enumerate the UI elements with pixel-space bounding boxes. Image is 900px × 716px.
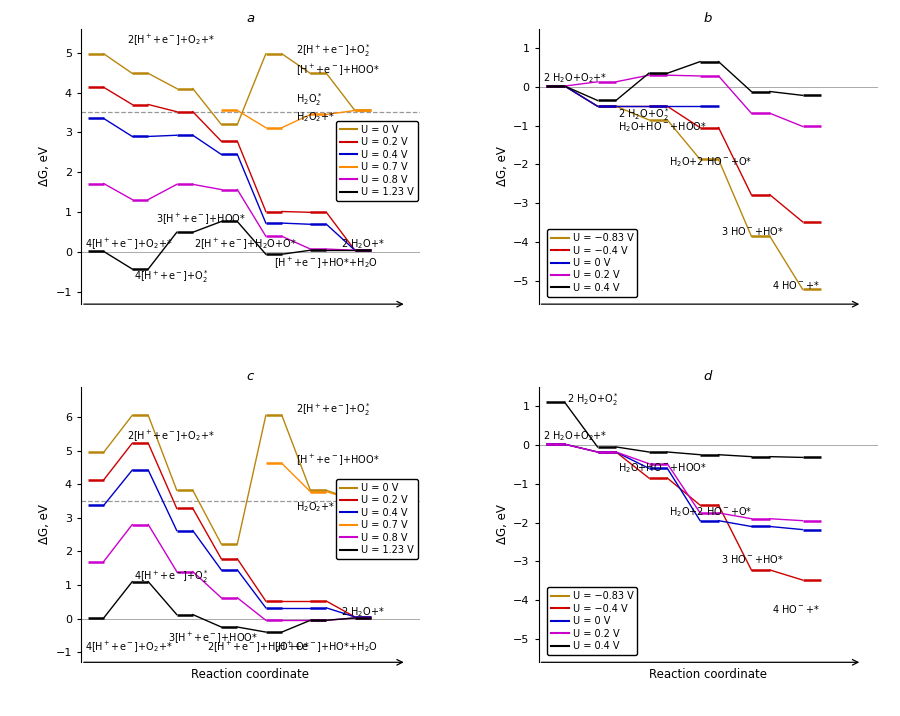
Text: H$_2$O+2 HO$^-$+O*: H$_2$O+2 HO$^-$+O* (670, 155, 752, 170)
Legend: U = 0 V, U = 0.2 V, U = 0.4 V, U = 0.7 V, U = 0.8 V, U = 1.23 V: U = 0 V, U = 0.2 V, U = 0.4 V, U = 0.7 V… (336, 121, 418, 201)
Y-axis label: ΔG, eV: ΔG, eV (496, 147, 508, 186)
Text: [H$^+$+e$^-$]+HOO*: [H$^+$+e$^-$]+HOO* (296, 453, 380, 468)
Text: 2 H$_2$O+*: 2 H$_2$O+* (341, 605, 384, 619)
Text: 2[H$^+$+e$^-$]+O$_2$+*: 2[H$^+$+e$^-$]+O$_2$+* (128, 32, 215, 47)
Text: 2 H$_2$O+O$_2$+*: 2 H$_2$O+O$_2$+* (543, 430, 607, 443)
Text: H$_2$O$_2^*$: H$_2$O$_2^*$ (296, 92, 322, 108)
Text: [H$^+$+e$^-$]+HO*+H$_2$O: [H$^+$+e$^-$]+HO*+H$_2$O (274, 255, 378, 270)
Text: 2 H$_2$O+O$_2$+*: 2 H$_2$O+O$_2$+* (543, 72, 607, 85)
Text: 2[H$^+$+e$^-$]+H$_2$O+O*: 2[H$^+$+e$^-$]+H$_2$O+O* (194, 236, 297, 251)
Text: 2[H$^+$+e$^-$]+H$_2$O+O*: 2[H$^+$+e$^-$]+H$_2$O+O* (207, 639, 310, 654)
Text: a: a (247, 11, 255, 24)
Text: 3[H$^+$+e$^-$]+HOO*: 3[H$^+$+e$^-$]+HOO* (156, 211, 246, 226)
Text: H$_2$O$_2$+*: H$_2$O$_2$+* (296, 110, 336, 124)
Text: [H$^+$+e$^-$]+HOO*: [H$^+$+e$^-$]+HOO* (296, 62, 380, 77)
Y-axis label: ΔG, eV: ΔG, eV (39, 147, 51, 186)
Y-axis label: ΔG, eV: ΔG, eV (496, 505, 508, 544)
Text: 2 H$_2$O+O$_2^*$: 2 H$_2$O+O$_2^*$ (618, 107, 670, 123)
Y-axis label: ΔG, eV: ΔG, eV (39, 505, 51, 544)
Text: 2 H$_2$O+*: 2 H$_2$O+* (341, 237, 384, 251)
Text: 4[H$^+$+e$^-$]+O$_2$+*: 4[H$^+$+e$^-$]+O$_2$+* (85, 639, 173, 654)
Legend: U = −0.83 V, U = −0.4 V, U = 0 V, U = 0.2 V, U = 0.4 V: U = −0.83 V, U = −0.4 V, U = 0 V, U = 0.… (547, 229, 637, 296)
Text: 4 HO$^-$+*: 4 HO$^-$+* (772, 279, 820, 291)
Text: H$_2$O$_2$+*: H$_2$O$_2$+* (296, 500, 336, 514)
Text: d: d (704, 369, 712, 382)
Text: c: c (247, 369, 254, 382)
Legend: U = 0 V, U = 0.2 V, U = 0.4 V, U = 0.7 V, U = 0.8 V, U = 1.23 V: U = 0 V, U = 0.2 V, U = 0.4 V, U = 0.7 V… (336, 479, 418, 559)
Text: 3 HO$^-$+HO*: 3 HO$^-$+HO* (721, 553, 783, 566)
Text: 3[H$^+$+e$^-$]+HOO*: 3[H$^+$+e$^-$]+HOO* (167, 629, 257, 644)
Text: 4[H$^+$+e$^-$]+O$_2^*$: 4[H$^+$+e$^-$]+O$_2^*$ (133, 268, 209, 286)
Text: 3 HO$^-$+HO*: 3 HO$^-$+HO* (721, 226, 783, 237)
Text: 2 H$_2$O+O$_2^*$: 2 H$_2$O+O$_2^*$ (567, 391, 618, 407)
Text: 2[H$^+$+e$^-$]+O$_2^*$: 2[H$^+$+e$^-$]+O$_2^*$ (296, 42, 371, 59)
Text: 4[H$^+$+e$^-$]+O$_2$+*: 4[H$^+$+e$^-$]+O$_2$+* (85, 236, 173, 251)
Text: H$_2$O+HO$^-$+HOO*: H$_2$O+HO$^-$+HOO* (618, 461, 707, 475)
Text: 4 HO$^-$+*: 4 HO$^-$+* (772, 603, 820, 615)
Text: b: b (704, 11, 712, 24)
Text: 2[H$^+$+e$^-$]+O$_2^*$: 2[H$^+$+e$^-$]+O$_2^*$ (296, 401, 371, 418)
Text: H$_2$O+HO$^-$+HOO*: H$_2$O+HO$^-$+HOO* (618, 121, 707, 135)
Text: [H$^+$+e$^-$]+HO*+H$_2$O: [H$^+$+e$^-$]+HO*+H$_2$O (274, 639, 378, 654)
Text: 2[H$^+$+e$^-$]+O$_2$+*: 2[H$^+$+e$^-$]+O$_2$+* (128, 428, 215, 443)
X-axis label: Reaction coordinate: Reaction coordinate (649, 668, 767, 681)
X-axis label: Reaction coordinate: Reaction coordinate (192, 668, 310, 681)
Legend: U = −0.83 V, U = −0.4 V, U = 0 V, U = 0.2 V, U = 0.4 V: U = −0.83 V, U = −0.4 V, U = 0 V, U = 0.… (547, 587, 637, 655)
Text: 4[H$^+$+e$^-$]+O$_2^*$: 4[H$^+$+e$^-$]+O$_2^*$ (133, 569, 209, 585)
Text: H$_2$O+2 HO$^-$+O*: H$_2$O+2 HO$^-$+O* (670, 505, 752, 518)
